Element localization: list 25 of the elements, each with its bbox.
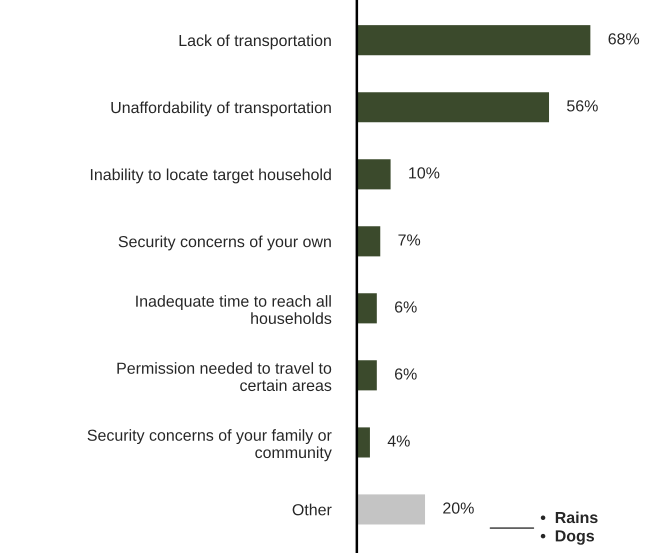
data-label: 4% xyxy=(388,435,410,447)
y-tick-label: Lack of transportation xyxy=(180,34,331,50)
y-tick-label: Inadequate time to reach all households xyxy=(136,295,332,324)
y-tick-label: Other xyxy=(292,504,332,516)
y-tick-label: Permission needed to travel to certain areas xyxy=(117,362,332,392)
data-label: 6% xyxy=(394,368,417,380)
bar xyxy=(356,158,392,191)
bar xyxy=(356,24,592,57)
y-tick-label: Security concerns of your family or community xyxy=(88,429,332,462)
annotation: • Rains • Dogs xyxy=(540,511,598,545)
bar xyxy=(356,292,378,325)
bar xyxy=(356,358,378,392)
data-label: 56% xyxy=(567,100,598,112)
data-label: 10% xyxy=(409,167,440,179)
data-label: 7% xyxy=(398,234,420,246)
y-tick-label: Inability to locate target household xyxy=(90,168,331,184)
bar xyxy=(356,492,426,526)
bar xyxy=(356,224,382,258)
data-label: 6% xyxy=(394,301,417,313)
data-label: 20% xyxy=(443,502,474,514)
bar xyxy=(356,90,550,124)
data-label: 68% xyxy=(608,33,640,45)
y-tick-label: Unaffordability of transportation xyxy=(111,101,331,116)
bar xyxy=(356,426,372,459)
y-tick-label: Security concerns of your own xyxy=(118,236,331,250)
